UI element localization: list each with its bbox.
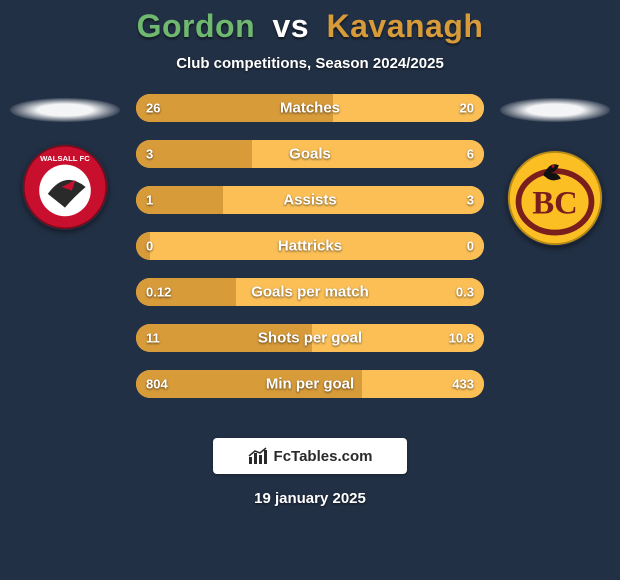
stat-value-left: 804 bbox=[146, 377, 168, 392]
stat-bars: 2620Matches36Goals13Assists00Hattricks0.… bbox=[136, 94, 484, 416]
stat-fill-left bbox=[136, 140, 252, 168]
stat-value-left: 11 bbox=[146, 331, 160, 346]
stats-arena: WALSALL FC BC 2620Matches36Goals13Ass bbox=[0, 94, 620, 424]
brand-badge[interactable]: FcTables.com bbox=[213, 438, 407, 474]
stat-value-left: 1 bbox=[146, 193, 153, 208]
stat-fill-right bbox=[236, 278, 484, 306]
stat-value-left: 3 bbox=[146, 147, 153, 162]
stat-fill-left bbox=[136, 370, 362, 398]
left-crest: WALSALL FC bbox=[22, 144, 108, 230]
stat-label: Hattricks bbox=[136, 238, 484, 255]
stat-value-right: 0 bbox=[467, 239, 474, 254]
stat-value-right: 0.3 bbox=[456, 285, 474, 300]
title-player2: Kavanagh bbox=[326, 8, 483, 44]
stat-row: 2620Matches bbox=[136, 94, 484, 122]
svg-text:BC: BC bbox=[532, 185, 577, 221]
brand-text: FcTables.com bbox=[274, 448, 373, 465]
stat-row: 0 0Hattricks bbox=[136, 232, 484, 260]
date-text: 19 january 2025 bbox=[0, 490, 620, 507]
stat-value-right: 10.8 bbox=[449, 331, 474, 346]
stat-row: 0.120.3Goals per match bbox=[136, 278, 484, 306]
stat-fill-right bbox=[252, 140, 484, 168]
stat-fill-left bbox=[136, 94, 333, 122]
left-side: WALSALL FC bbox=[0, 94, 130, 424]
stat-value-left: 0 bbox=[146, 239, 153, 254]
title-player1: Gordon bbox=[137, 8, 256, 44]
comparison-infographic: Gordon vs Kavanagh Club competitions, Se… bbox=[0, 0, 620, 580]
stat-value-right: 6 bbox=[467, 147, 474, 162]
svg-text:WALSALL FC: WALSALL FC bbox=[40, 154, 90, 163]
stat-row: 804433Min per goal bbox=[136, 370, 484, 398]
stat-value-right: 3 bbox=[467, 193, 474, 208]
walsall-crest-icon: WALSALL FC bbox=[22, 144, 108, 230]
bradford-crest-icon: BC bbox=[507, 150, 603, 246]
stat-fill-right bbox=[223, 186, 484, 214]
page-title: Gordon vs Kavanagh bbox=[0, 0, 620, 45]
left-shadow bbox=[10, 98, 120, 122]
subtitle: Club competitions, Season 2024/2025 bbox=[0, 55, 620, 72]
right-side: BC bbox=[490, 94, 620, 424]
brand-chart-icon bbox=[248, 447, 268, 465]
stat-row: 13Assists bbox=[136, 186, 484, 214]
right-shadow bbox=[500, 98, 610, 122]
stat-value-right: 20 bbox=[460, 101, 474, 116]
stat-row: 36Goals bbox=[136, 140, 484, 168]
right-crest: BC bbox=[507, 150, 603, 246]
stat-value-left: 0.12 bbox=[146, 285, 171, 300]
title-vs: vs bbox=[273, 8, 310, 44]
stat-value-left: 26 bbox=[146, 101, 160, 116]
stat-fill-left bbox=[136, 324, 312, 352]
stat-row: 1110.8Shots per goal bbox=[136, 324, 484, 352]
stat-value-right: 433 bbox=[452, 377, 474, 392]
